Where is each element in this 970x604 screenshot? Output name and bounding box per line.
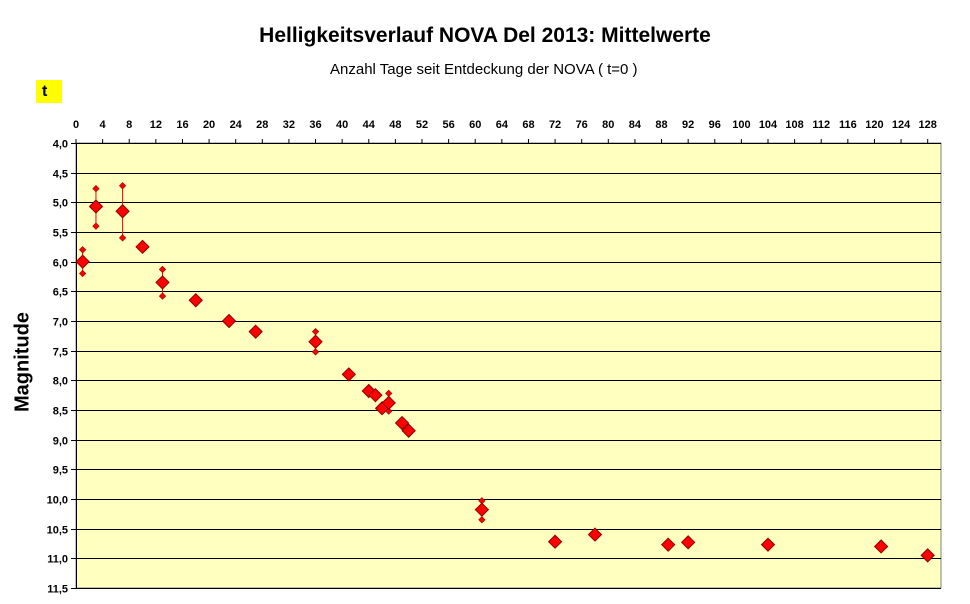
data-points [75,199,935,563]
y-tick-label: 11,5 [47,584,68,596]
error-bar-end [79,269,87,278]
y-tick-label: 8,0 [53,376,68,388]
y-tick-label: 6,0 [53,258,68,270]
y-tick-label: 5,0 [53,198,68,210]
data-point [368,387,383,403]
chart-title: Helligkeitsverlauf NOVA Del 2013: Mittel… [259,24,711,47]
error-bar-end [118,182,127,190]
data-point [474,502,490,517]
x-tick-label: 112 [812,119,830,131]
x-tick-label: 120 [865,119,883,131]
x-tick-label: 68 [522,119,534,131]
x-tick-label: 104 [759,119,778,131]
x-tick-label: 28 [256,119,268,131]
plot-area [75,142,942,589]
y-tick-label: 4,5 [53,169,68,181]
data-point [135,239,150,255]
x-tick-label: 48 [389,119,401,131]
y-tick-label: 10,5 [47,525,68,537]
x-tick-label: 96 [709,119,721,131]
y-tick-label: 9,0 [53,436,68,448]
y-tick-label: 5,5 [53,228,68,240]
error-bar-end [158,292,167,300]
data-point [547,534,563,549]
error-bar-end [79,246,87,254]
y-tick-label: 11,0 [47,554,68,566]
x-tick-label: 44 [363,119,376,131]
x-tick-label: 100 [732,119,750,131]
data-point [760,537,776,552]
x-tick-label: 84 [629,119,642,131]
x-tick-label: 32 [283,119,295,131]
data-point [88,199,104,214]
t-label-box: t [36,80,62,103]
x-tick-label: 108 [785,119,803,131]
y-tick-label: 4,0 [53,139,68,151]
data-point [221,313,237,329]
data-point [873,539,889,554]
x-tick-label: 4 [100,119,107,131]
y-tick-label: 7,0 [53,317,68,329]
x-axis-label: Anzahl Tage seit Entdeckung der NOVA ( t… [330,61,638,78]
data-point [660,537,676,552]
x-tick-label: 72 [549,119,561,131]
x-tick-label: 52 [416,119,428,131]
error-bar-end [158,265,167,274]
data-point [248,324,263,339]
x-tick-label: 24 [230,119,243,131]
data-point [680,535,696,550]
x-tick-label: 56 [442,119,454,131]
x-tick-label: 88 [655,119,667,131]
error-bar-end [92,222,100,230]
x-tick-label: 116 [839,119,857,131]
x-tick-label: 64 [496,119,509,131]
data-point [401,423,416,438]
data-point [920,548,935,563]
data-point [115,204,130,219]
error-bar-end [118,234,127,242]
data-point [587,527,603,542]
x-tick-label: 124 [892,119,911,131]
x-tick-label: 0 [73,119,79,131]
x-tick-label: 80 [602,119,614,131]
y-tick-label: 10,0 [47,495,68,507]
data-point [188,293,203,308]
x-tick-label: 36 [309,119,321,131]
data-point [155,275,170,290]
data-point [341,367,357,382]
x-tick-label: 12 [150,119,162,131]
x-tick-label: 20 [203,119,215,131]
y-tick-label: 6,5 [53,287,68,299]
x-tick-label: 60 [469,119,481,131]
data-point [394,415,410,431]
y-tick-label: 8,5 [53,406,68,418]
y-tick-label: 9,5 [53,465,68,477]
error-bar-end [92,185,100,193]
y-tick-label: 7,5 [53,347,68,359]
data-point [75,254,90,269]
error-bar-end [311,348,320,356]
x-tick-label: 92 [682,119,694,131]
data-point [308,334,323,349]
x-tick-label: 8 [126,119,132,131]
error-bar-end [478,516,486,524]
x-tick-label: 40 [336,119,348,131]
grid-lines [71,139,941,589]
x-tick-label: 76 [576,119,588,131]
x-tick-labels: 0 4 8 12 16 20 24 28 32 36 40 44 48 52 56 60 64 68 72 76 80 8… [73,119,937,131]
x-tick-label: 16 [176,119,188,131]
x-tick-label: 128 [919,119,937,131]
y-tick-labels: 4,0 4,5 5,0 5,5 6,0 6,5 7,0 7,5 8,0 8,5 9,0 9,5 10,0… [47,139,68,596]
data-point [381,395,396,411]
